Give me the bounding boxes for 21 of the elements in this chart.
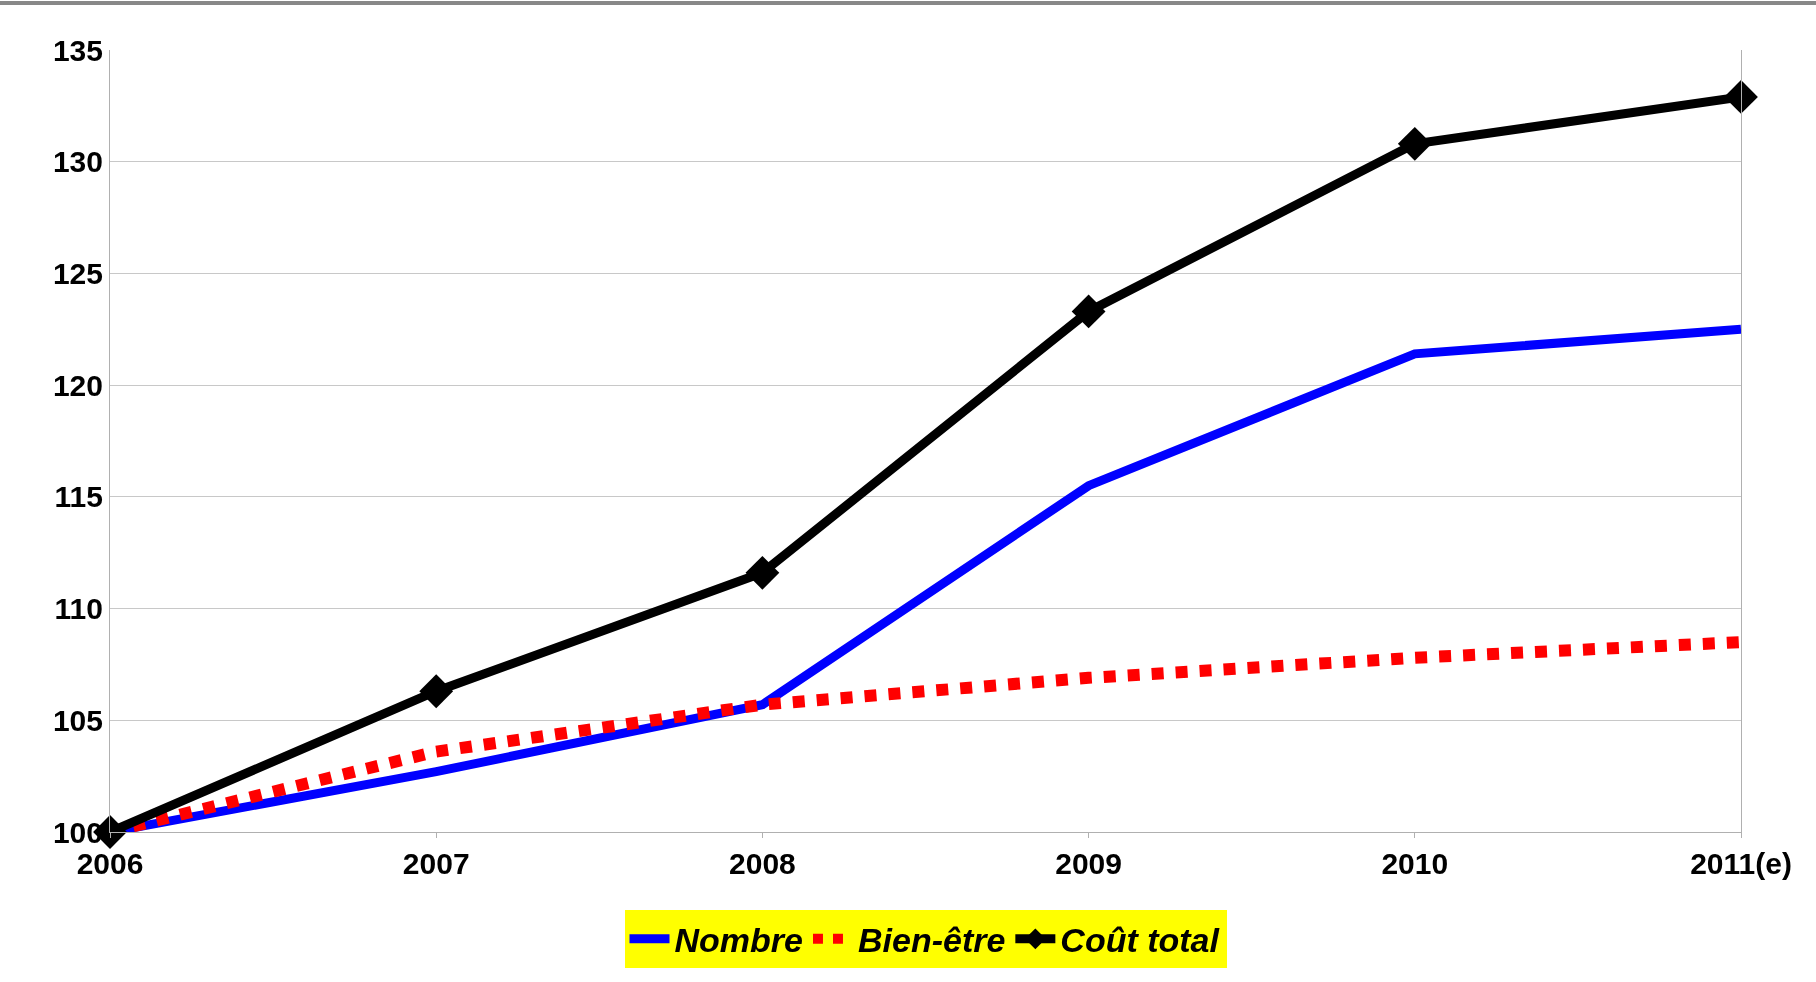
x-tick-label: 2011(e)	[1690, 847, 1792, 880]
point	[1071, 294, 1106, 329]
point	[419, 674, 454, 709]
point	[1724, 80, 1758, 114]
legend-label: Bien-être	[857, 921, 1006, 960]
x-tick-label: 2007	[402, 847, 470, 880]
y-tick-label: 135	[52, 33, 103, 67]
legend-label: Nombre	[674, 921, 803, 960]
y-tick-label: 105	[52, 703, 103, 737]
y-tick-label: 125	[52, 256, 103, 290]
x-tick-label: 2009	[1055, 847, 1122, 880]
y-tick-label: 120	[52, 368, 103, 402]
x-tick-label: 2008	[729, 847, 796, 880]
x-tick-label: 2006	[76, 847, 144, 880]
x-tick-label: 2010	[1381, 847, 1449, 880]
point	[745, 555, 780, 590]
y-tick-label: 115	[54, 480, 103, 514]
legend-label: Coût total	[1060, 921, 1221, 960]
y-tick-label: 130	[52, 145, 103, 179]
y-tick-label: 110	[54, 592, 103, 626]
point	[1397, 126, 1432, 161]
